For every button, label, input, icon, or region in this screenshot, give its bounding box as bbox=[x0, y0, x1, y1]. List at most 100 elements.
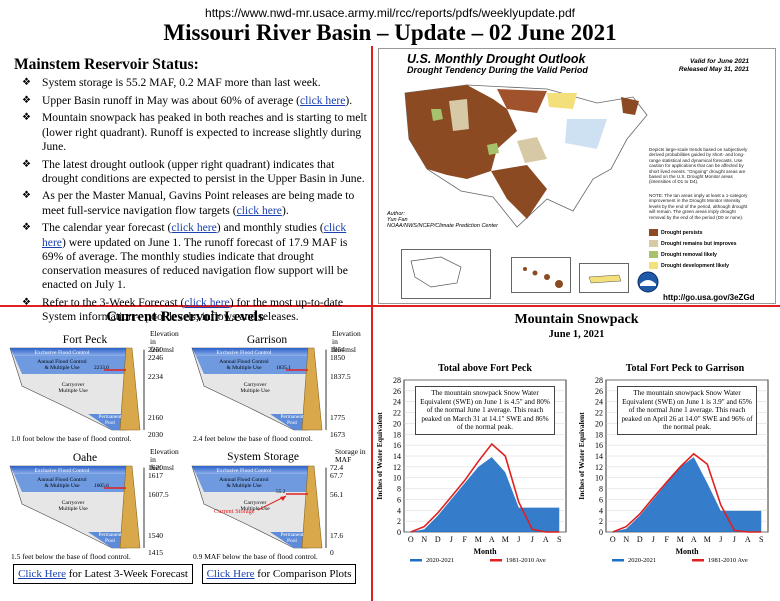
x-tick-label: J bbox=[517, 535, 520, 544]
x-tick-label: M bbox=[677, 535, 684, 544]
status-bullet: ❖ The calendar year forecast (click here)… bbox=[22, 221, 348, 292]
series-2020-2021-area bbox=[410, 457, 560, 532]
drought-note-1: Depicts large-scale trends based on subj… bbox=[649, 147, 748, 185]
status-heading: Mainstem Reservoir Status: bbox=[14, 56, 199, 73]
reservoir-note: 1.0 foot below the base of flood control… bbox=[11, 434, 132, 443]
y-tick-label: 20 bbox=[595, 419, 603, 428]
puerto-rico-inset-map bbox=[579, 263, 629, 293]
elevation-tick: 56.1 bbox=[330, 489, 344, 499]
diamond-bullet-icon: ❖ bbox=[22, 112, 31, 124]
snowpack-date: June 1, 2021 bbox=[548, 329, 605, 340]
drought-valid: Valid for June 2021 bbox=[689, 58, 749, 65]
x-tick-label: N bbox=[421, 535, 427, 544]
reservoir-panel: Oahe Elevation in feet msl Exclusive Floo… bbox=[8, 448, 186, 561]
swatch-icon bbox=[649, 240, 658, 247]
x-tick-label: M bbox=[502, 535, 509, 544]
y-tick-label: 14 bbox=[393, 452, 401, 461]
page-url[interactable]: https://www.nwd-mr.usace.army.mil/rcc/re… bbox=[205, 6, 575, 20]
x-tick-label: O bbox=[408, 535, 414, 544]
legend-swatch-average bbox=[490, 559, 502, 562]
zone-carryover: Carryover Multiple Use bbox=[240, 382, 270, 395]
reservoir-note: 2.4 feet below the base of flood control… bbox=[193, 434, 313, 443]
y-tick-label: 28 bbox=[393, 376, 401, 385]
drought-title: U.S. Monthly Drought Outlook bbox=[407, 52, 586, 66]
status-bullet: ❖ The latest drought outlook (upper right… bbox=[22, 157, 365, 185]
elevation-tick: 1673 bbox=[330, 429, 345, 439]
status-bullet: ❖ Mountain snowpack has peaked in both re… bbox=[22, 111, 367, 153]
diamond-bullet-icon: ❖ bbox=[22, 94, 31, 106]
noaa-logo-icon bbox=[637, 271, 659, 293]
elevation-tick: 2250 bbox=[148, 344, 163, 354]
reservoir-panel: System Storage Storage in MAF Exclusive F… bbox=[190, 447, 368, 561]
current-level-label: 2233.0 bbox=[94, 365, 109, 371]
snow-chart-title-1: Total above Fort Peck bbox=[438, 363, 532, 374]
series-2020-2021-area bbox=[612, 457, 762, 532]
y-axis-label: Inches of Water Equivalent bbox=[375, 412, 384, 500]
elevation-tick: 2160 bbox=[148, 413, 163, 422]
y-axis-label: Inches of Water Equivalent bbox=[577, 412, 586, 500]
x-tick-label: D bbox=[637, 535, 643, 544]
navigation-targets-link[interactable]: click here bbox=[236, 203, 282, 217]
elevation-tick: 67.7 bbox=[330, 470, 344, 480]
y-tick-label: 18 bbox=[393, 430, 401, 439]
zone-flood: Exclusive Flood Control bbox=[216, 350, 272, 356]
y-tick-label: 10 bbox=[393, 474, 401, 483]
x-tick-label: A bbox=[543, 535, 549, 544]
page-title: Missouri River Basin – Update – 02 June … bbox=[163, 20, 617, 45]
elevation-tick: 1837.5 bbox=[330, 371, 351, 381]
zone-flood: Exclusive Flood Control bbox=[216, 468, 272, 474]
snow-desc-2: The mountain snowpack Snow Water Equival… bbox=[617, 386, 757, 435]
x-tick-label: F bbox=[463, 535, 468, 544]
axis-label: Elevation in feet msl bbox=[150, 329, 179, 354]
monthly-studies-link[interactable]: click here bbox=[42, 221, 347, 249]
y-tick-label: 26 bbox=[595, 387, 603, 396]
author-label: Author: bbox=[387, 211, 405, 217]
y-tick-label: 4 bbox=[599, 506, 603, 515]
axis-label: Elevation in feet msl bbox=[332, 329, 361, 354]
three-week-forecast-button[interactable]: Click Here for Latest 3-Week Forecast bbox=[13, 564, 193, 584]
alaska-inset-map bbox=[401, 249, 491, 299]
y-tick-label: 14 bbox=[595, 452, 603, 461]
reservoir-name: Oahe bbox=[72, 452, 98, 464]
current-level-label: 1835.1 bbox=[276, 365, 291, 371]
three-week-forecast-link[interactable]: click here bbox=[184, 295, 230, 309]
elevation-tick: 1607.5 bbox=[148, 489, 169, 499]
drought-legend: Drought persists Drought remains but imp… bbox=[649, 227, 761, 271]
legend-label-current: 2020-2021 bbox=[628, 557, 656, 562]
drought-link[interactable]: http://go.usa.gov/3eZGd bbox=[663, 293, 755, 302]
reservoir-diagram bbox=[9, 465, 145, 549]
drought-released: Released May 31, 2021 bbox=[678, 66, 749, 73]
comparison-plots-button[interactable]: Click Here for Comparison Plots bbox=[202, 564, 356, 584]
diamond-bullet-icon: ❖ bbox=[22, 222, 31, 234]
x-tick-label: S bbox=[759, 535, 763, 544]
reservoir-diagram bbox=[191, 347, 327, 431]
x-tick-label: J bbox=[733, 535, 736, 544]
zone-annual: Annual Flood Control & Multiple Use bbox=[219, 477, 269, 490]
legend-label-average: 1981-2010 Ave bbox=[708, 557, 748, 562]
reservoir-panel: Garrison Elevation in feet msl Exclusive … bbox=[190, 329, 368, 443]
runoff-link[interactable]: click here bbox=[300, 93, 346, 107]
status-bullet: ❖ Upper Basin runoff in May was about 60%… bbox=[22, 93, 353, 107]
elevation-tick: 1620 bbox=[148, 462, 163, 472]
y-tick-label: 2 bbox=[397, 517, 401, 526]
zone-carryover: Carryover Multiple Use bbox=[58, 500, 88, 513]
zone-permanent: Permanent Pool bbox=[98, 414, 122, 427]
x-tick-label: J bbox=[719, 535, 722, 544]
x-tick-label: J bbox=[531, 535, 534, 544]
hawaii-inset-map bbox=[511, 257, 571, 293]
y-tick-label: 12 bbox=[393, 463, 401, 472]
y-tick-label: 6 bbox=[397, 495, 401, 504]
calendar-forecast-link[interactable]: click here bbox=[171, 221, 217, 235]
x-tick-label: A bbox=[745, 535, 751, 544]
zone-annual: Annual Flood Control & Multiple Use bbox=[37, 477, 87, 490]
legend-swatch-current bbox=[410, 559, 422, 562]
elevation-tick: 1850 bbox=[330, 352, 345, 362]
x-tick-label: M bbox=[704, 535, 711, 544]
x-tick-label: A bbox=[489, 535, 495, 544]
x-tick-label: D bbox=[435, 535, 441, 544]
axis-label: Storage in MAF bbox=[335, 447, 366, 464]
reservoir-diagram bbox=[191, 465, 327, 549]
diamond-bullet-icon: ❖ bbox=[22, 158, 31, 170]
status-bullet: ❖ Refer to the 3-Week Forecast (click her… bbox=[22, 295, 344, 324]
author-agency: NOAA/NWS/NCEP/Climate Prediction Center bbox=[387, 223, 498, 229]
